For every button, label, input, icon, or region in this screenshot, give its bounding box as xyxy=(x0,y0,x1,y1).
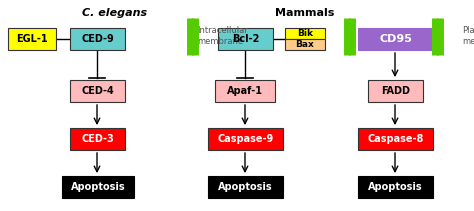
Bar xyxy=(215,80,275,102)
Bar xyxy=(358,128,433,150)
Bar xyxy=(285,39,325,50)
Bar xyxy=(368,80,423,102)
Bar xyxy=(8,28,56,50)
Text: Mammals: Mammals xyxy=(275,8,335,18)
Bar xyxy=(70,128,125,150)
Text: Intracellular
membrane: Intracellular membrane xyxy=(197,26,248,46)
Text: Bik: Bik xyxy=(297,29,313,38)
Bar xyxy=(70,80,125,102)
Text: Caspase-8: Caspase-8 xyxy=(367,134,424,144)
Text: Apoptosis: Apoptosis xyxy=(368,182,423,192)
Text: Bcl-2: Bcl-2 xyxy=(232,34,259,44)
Text: CED-9: CED-9 xyxy=(81,34,114,44)
Text: CED-4: CED-4 xyxy=(81,86,114,96)
Text: EGL-1: EGL-1 xyxy=(16,34,48,44)
Text: CED-3: CED-3 xyxy=(81,134,114,144)
Bar xyxy=(285,28,325,39)
Bar xyxy=(62,176,134,198)
Bar xyxy=(208,128,283,150)
Text: Bax: Bax xyxy=(296,40,314,49)
Text: Apaf-1: Apaf-1 xyxy=(227,86,263,96)
Bar xyxy=(358,28,433,50)
Bar xyxy=(208,176,283,198)
Bar xyxy=(70,28,125,50)
Text: Apoptosis: Apoptosis xyxy=(71,182,125,192)
Text: Apoptosis: Apoptosis xyxy=(218,182,273,192)
Text: Plasma
membrane: Plasma membrane xyxy=(462,26,474,46)
Text: C. elegans: C. elegans xyxy=(82,8,147,18)
Text: CD95: CD95 xyxy=(379,34,412,44)
Bar xyxy=(218,28,273,50)
Text: Caspase-9: Caspase-9 xyxy=(218,134,273,144)
Bar xyxy=(358,176,433,198)
Text: FADD: FADD xyxy=(381,86,410,96)
